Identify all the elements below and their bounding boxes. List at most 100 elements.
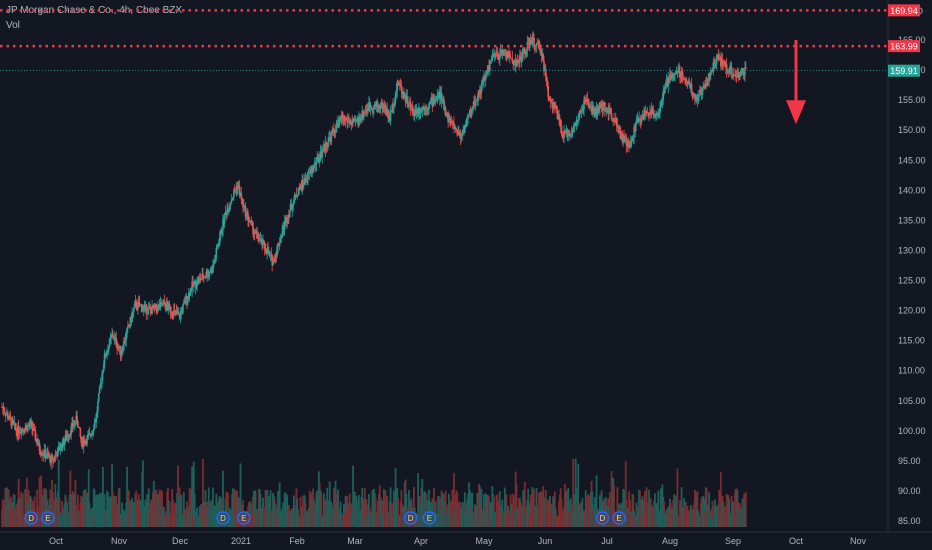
volume-bar: [103, 494, 106, 527]
candle-body: [124, 339, 127, 343]
candle-body: [289, 204, 292, 211]
candle-body: [699, 89, 701, 96]
candle-body: [468, 115, 470, 117]
event-badge-label: E: [616, 514, 621, 523]
candle-body: [705, 83, 708, 86]
candle-body: [693, 93, 695, 95]
candle-body: [196, 279, 198, 286]
candle-body: [443, 99, 445, 111]
candle-body: [97, 393, 100, 402]
candle-body: [676, 71, 679, 73]
candle-body: [153, 304, 156, 307]
volume-bar: [1, 499, 4, 527]
candle-body: [350, 121, 353, 125]
candle-body: [613, 118, 615, 121]
candle-body: [37, 442, 40, 446]
candle-body: [113, 337, 116, 340]
candle-body: [78, 426, 81, 429]
candle-body: [609, 108, 612, 114]
volume-bar: [299, 496, 302, 527]
candle-body: [67, 437, 70, 438]
volume-bar: [600, 490, 603, 527]
candle-body: [306, 179, 309, 182]
candle-body: [172, 314, 174, 317]
candle-body: [640, 118, 643, 123]
candle-body: [218, 244, 220, 247]
event-badge-label: D: [600, 514, 606, 523]
volume-bar: [744, 491, 747, 527]
candle-body: [471, 109, 474, 110]
candle-body: [655, 112, 658, 115]
candle-body: [330, 132, 333, 142]
candle-body: [725, 64, 727, 68]
event-badge-earnings: [41, 511, 55, 525]
volume-bar: [167, 500, 170, 527]
candle-body: [367, 109, 369, 111]
candle-body: [32, 428, 35, 431]
candle-body: [617, 126, 620, 133]
candle-body: [68, 433, 71, 438]
candle-body: [42, 454, 45, 456]
candle-body: [290, 204, 293, 210]
candle-body: [88, 434, 91, 435]
candle-body: [657, 113, 660, 116]
candle-body: [443, 107, 446, 111]
candle-body: [257, 232, 259, 239]
candle-body: [663, 91, 665, 94]
candle-body: [541, 54, 544, 56]
candle-body: [608, 107, 610, 114]
candle-body: [577, 119, 580, 122]
candle-body: [743, 74, 745, 76]
candle-body: [644, 110, 647, 114]
candle-body: [733, 74, 735, 76]
candle-body: [121, 350, 123, 354]
candle-body: [22, 428, 24, 430]
candle-body: [418, 107, 421, 114]
candle-body: [614, 117, 617, 122]
candle-body: [269, 254, 272, 256]
candle-body: [730, 66, 732, 69]
candle-body: [521, 54, 524, 62]
candle-body: [612, 118, 615, 120]
candle-body: [53, 457, 56, 459]
candle-body: [694, 99, 697, 101]
candle-body: [268, 252, 271, 255]
candle-body: [470, 109, 473, 117]
candle-body: [274, 255, 277, 262]
volume-bar: [87, 469, 90, 527]
candle-body: [509, 55, 511, 58]
candle-body: [500, 49, 503, 54]
candle-body: [580, 111, 583, 113]
candle-body: [689, 84, 691, 89]
candle-body: [480, 84, 483, 93]
candle-body: [433, 100, 436, 103]
candle-body: [398, 84, 401, 85]
x-tick-label: May: [475, 536, 493, 546]
candle-body: [653, 114, 655, 117]
candle-body: [646, 111, 649, 113]
candle-body: [324, 142, 327, 151]
candle-body: [361, 110, 364, 118]
candle-body: [7, 418, 10, 420]
volume-bar: [252, 490, 255, 527]
candle-body: [486, 69, 489, 74]
candle-body: [701, 88, 704, 95]
candle-body: [439, 92, 442, 99]
candle-body: [213, 259, 216, 264]
candle-body: [110, 336, 113, 338]
candle-body: [112, 334, 114, 338]
candle-body: [524, 50, 526, 54]
candle-body: [604, 102, 606, 112]
candle-body: [416, 109, 419, 114]
candle-body: [358, 116, 361, 122]
candle-body: [44, 449, 47, 458]
candle-body: [253, 233, 256, 235]
candle-body: [378, 105, 380, 109]
candle-body: [77, 421, 79, 428]
candle-body: [482, 81, 484, 84]
candle-body: [491, 55, 494, 61]
candle-body: [654, 114, 656, 117]
candle-body: [680, 71, 683, 78]
